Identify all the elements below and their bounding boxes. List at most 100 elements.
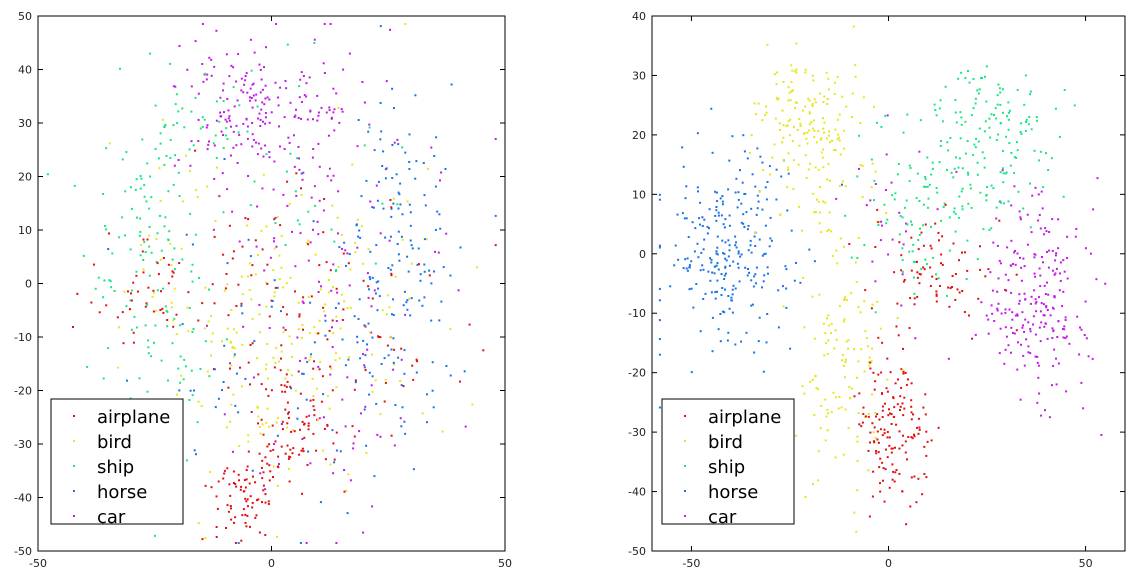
right-point-car (1061, 305, 1064, 308)
left-point-bird (426, 167, 429, 170)
left-point-horse (426, 421, 428, 424)
left-point-bird (275, 346, 278, 349)
left-point-bird (471, 403, 474, 406)
left-point-airplane (261, 501, 263, 504)
right-point-bird (829, 141, 831, 144)
left-point-ship (204, 72, 207, 75)
left-point-horse (373, 149, 376, 152)
right-point-car (1023, 364, 1026, 367)
left-point-bird (278, 254, 281, 257)
right-point-bird (794, 101, 797, 104)
left-point-bird (374, 379, 377, 382)
right-point-ship (957, 216, 960, 219)
left-point-airplane (234, 542, 237, 544)
left-point-car (317, 142, 320, 145)
left-point-horse (343, 241, 346, 244)
right-point-car (1051, 384, 1053, 387)
right-point-horse (715, 209, 718, 212)
left-point-car (206, 324, 208, 327)
left-point-bird (314, 253, 317, 256)
left-point-airplane (317, 332, 320, 335)
left-point-bird (323, 310, 325, 313)
right-point-bird (842, 354, 844, 356)
right-point-bird (812, 79, 815, 82)
left-point-bird (151, 295, 154, 298)
right-point-horse (766, 313, 769, 315)
left-point-car (252, 138, 255, 141)
left-point-bird (292, 429, 295, 432)
left-point-airplane (215, 536, 218, 538)
right-point-ship (924, 176, 927, 178)
left-point-horse (271, 300, 274, 302)
left-point-car (255, 93, 258, 96)
right-point-car (1075, 227, 1078, 230)
left-point-airplane (287, 411, 290, 414)
right-point-ship (1022, 207, 1025, 210)
right-point-ship (1002, 172, 1005, 175)
left-point-horse (331, 429, 334, 432)
left-point-horse (411, 247, 414, 250)
right-point-ship (999, 171, 1002, 174)
left-point-car (363, 101, 366, 104)
left-point-car (311, 156, 314, 159)
left-point-airplane (326, 338, 329, 341)
right-point-airplane (877, 441, 880, 444)
right-point-car (1041, 256, 1043, 258)
left-point-bird (335, 352, 337, 355)
right-point-airplane (895, 325, 898, 328)
left-point-car (308, 414, 311, 417)
right-point-airplane (929, 285, 932, 287)
left-point-airplane (132, 281, 135, 284)
right-point-car (998, 352, 1001, 355)
right-point-bird (827, 314, 830, 317)
right-point-horse (669, 285, 672, 288)
left-point-horse (419, 279, 422, 282)
right-point-airplane (910, 269, 913, 272)
left-point-car (305, 95, 308, 98)
left-point-airplane (367, 285, 370, 288)
left-point-car (371, 206, 374, 209)
right-point-bird (773, 143, 776, 146)
left-point-horse (392, 361, 395, 364)
left-point-ship (296, 219, 299, 222)
left-point-airplane (329, 365, 332, 368)
left-point-airplane (351, 425, 354, 428)
right-point-ship (954, 99, 957, 101)
right-point-ship (999, 103, 1002, 106)
right-point-ship (972, 77, 975, 80)
right-point-car (879, 239, 882, 242)
left-point-airplane (302, 450, 305, 453)
right-point-horse (728, 307, 731, 310)
right-point-bird (843, 296, 846, 299)
left-point-airplane (379, 336, 382, 339)
right-point-ship (957, 166, 960, 169)
right-point-airplane (877, 451, 880, 454)
right-point-horse (715, 250, 718, 253)
right-point-bird (844, 185, 847, 188)
left-point-car (333, 108, 336, 111)
left-point-car (230, 154, 232, 157)
left-point-horse (406, 299, 409, 302)
right-point-ship (901, 270, 904, 273)
right-point-car (1031, 194, 1034, 197)
left-point-horse (439, 227, 442, 230)
right-point-car (1023, 292, 1026, 295)
right-point-airplane (939, 285, 941, 287)
right-point-bird (824, 439, 827, 442)
left-point-airplane (147, 286, 150, 289)
right-point-airplane (861, 421, 864, 424)
left-point-ship (169, 139, 172, 141)
left-point-airplane (152, 310, 155, 313)
right-point-car (1053, 295, 1056, 298)
left-point-airplane (246, 465, 249, 468)
left-point-ship (307, 210, 310, 213)
right-point-car (865, 204, 868, 207)
right-point-horse (728, 249, 731, 252)
left-point-airplane (298, 313, 301, 316)
left-point-car (313, 185, 316, 188)
right-point-horse (739, 169, 741, 172)
right-point-bird (855, 530, 858, 533)
left-point-bird (401, 238, 404, 241)
right-point-car (918, 150, 921, 153)
right-point-bird (868, 364, 871, 367)
